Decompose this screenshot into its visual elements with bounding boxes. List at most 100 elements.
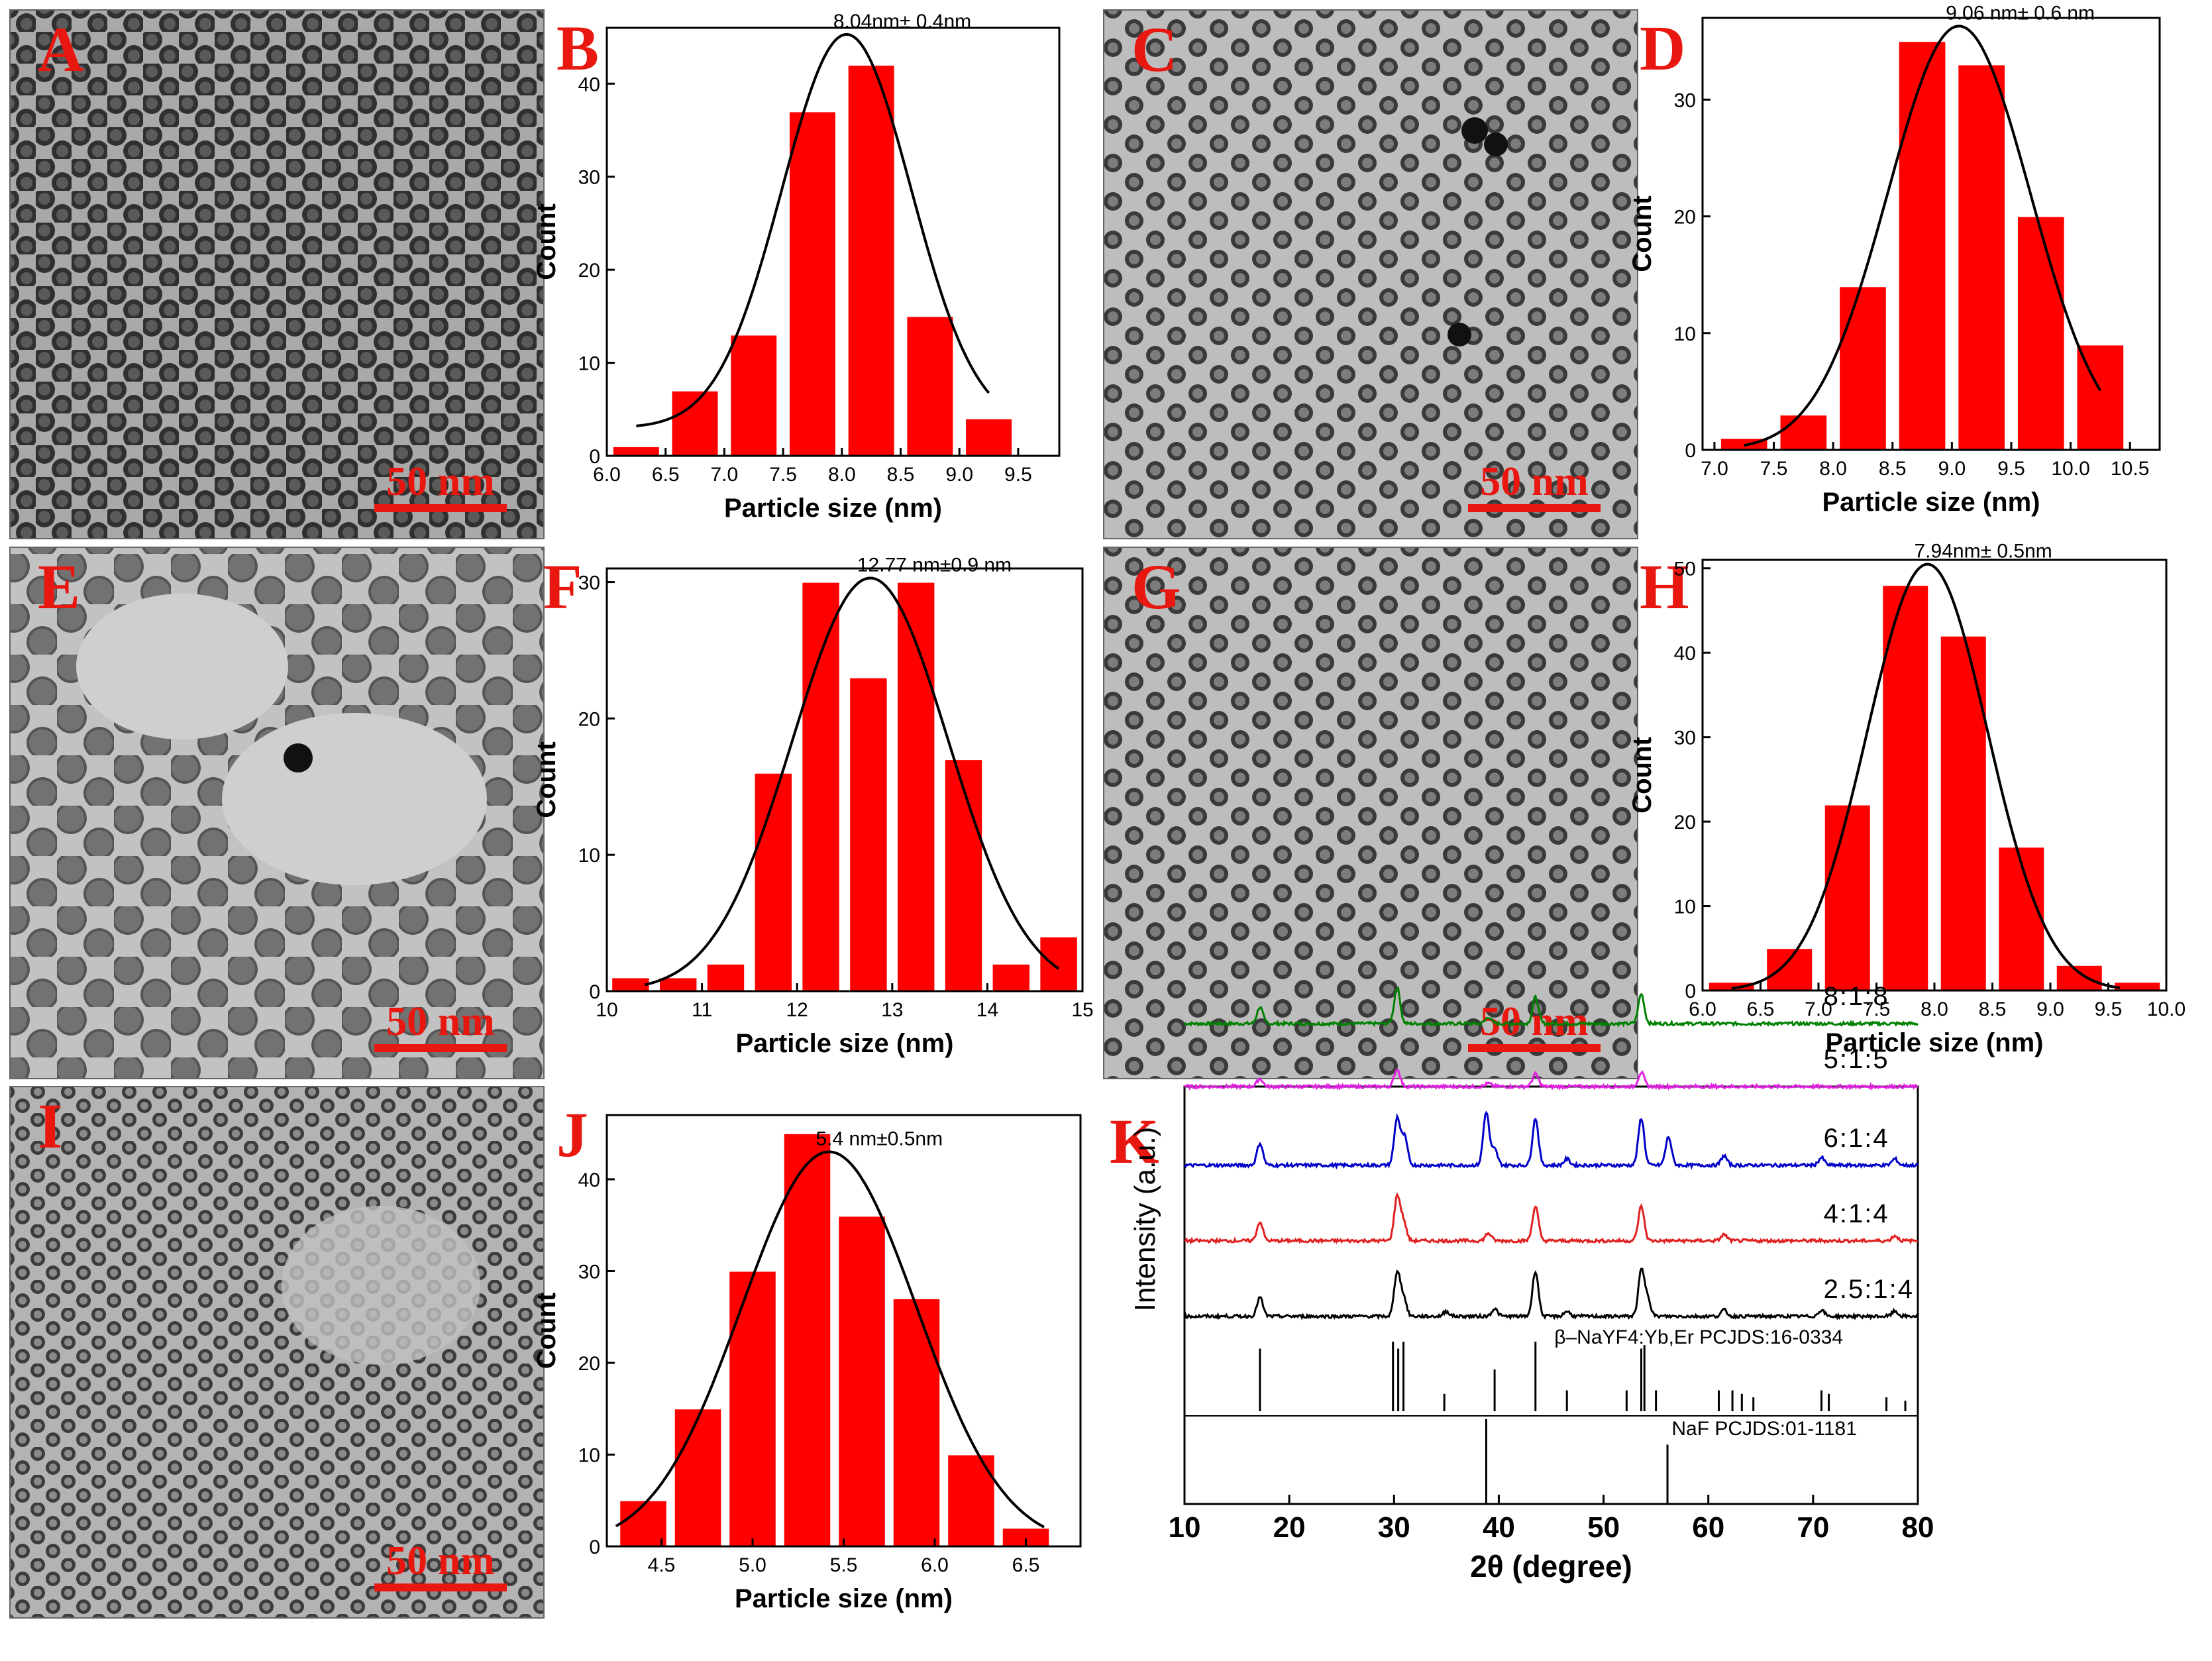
- series-label: 5:1:5: [1824, 1045, 1889, 1074]
- fit-annotation-b: 8.04nm± 0.4nm: [833, 11, 971, 32]
- x-axis-title-j: Particle size (nm): [735, 1584, 953, 1613]
- y-axis-title-b: Count: [532, 203, 561, 280]
- bar-h-1: [1765, 947, 1814, 992]
- scale-bar-label-e: 50 nm: [386, 999, 495, 1044]
- bar-h-3: [1881, 584, 1930, 991]
- x-axis-title-f: Particle size (nm): [735, 1029, 953, 1058]
- series-label: 8:1:8: [1824, 982, 1889, 1011]
- x-tick-label-b: 7.0: [711, 464, 739, 486]
- x-tick-label-h: 7.0: [1805, 998, 1832, 1020]
- x-tick-label-j: 5.5: [830, 1554, 858, 1576]
- bar-f-4: [801, 581, 841, 992]
- scale-bar-label-i: 50 nm: [386, 1538, 495, 1583]
- tem-image-g: [1103, 547, 1638, 1079]
- histogram-h: H 6.0 6.5 7.0 7.5 8.0 8.5 9.0 9.5 10.0 0 10 20 30 40 50…: [1628, 540, 2186, 1057]
- x-tick-label-d: 7.0: [1701, 458, 1728, 480]
- xrd-series-2-5-1-4: [1183, 1267, 1919, 1320]
- bar-j-4: [837, 1215, 886, 1547]
- bar-b-2: [729, 334, 778, 456]
- x-tick-label-f: 13: [881, 999, 903, 1021]
- plot-frame-h: [1701, 559, 2168, 992]
- x-tick-label-b: 9.5: [1004, 464, 1032, 486]
- y-tick-label-j: 10: [578, 1444, 600, 1466]
- scale-bar-a: [374, 504, 507, 512]
- x-tick-label-h: 8.0: [1921, 998, 1948, 1020]
- scale-bar-g: [1468, 1044, 1601, 1052]
- bar-b-1: [670, 390, 719, 457]
- y-tick-label-b: 10: [578, 353, 600, 375]
- dark-particle: [1448, 323, 1471, 347]
- x-tick-label-h: 9.0: [2036, 998, 2064, 1020]
- panel-letter-d: D: [1640, 13, 1685, 83]
- x-axis-title-b: Particle size (nm): [724, 494, 942, 523]
- y-tick-label-h: 40: [1674, 643, 1696, 665]
- bar-f-6: [896, 581, 936, 992]
- x-tick-label-k: 20: [1273, 1511, 1306, 1544]
- x-tick-label-b: 6.5: [652, 464, 680, 486]
- scale-bar-label-c: 50 nm: [1480, 459, 1589, 504]
- bar-b-5: [906, 315, 955, 457]
- panel-letter-a: A: [38, 14, 83, 85]
- x-tick-label-b: 6.0: [593, 464, 621, 486]
- x-tick-label-d: 9.0: [1938, 458, 1966, 480]
- x-tick-label-b: 9.0: [945, 464, 973, 486]
- y-tick-label-h: 10: [1674, 896, 1696, 918]
- tem-panel-a: A 50 nm: [9, 9, 545, 539]
- histogram-j: J 4.5 5.0 5.5 6.0 6.5 0 10 20 30 40 Particle size (…: [532, 1099, 1082, 1613]
- y-tick-label-j: 30: [578, 1261, 600, 1283]
- tem-panel-g: G50 nm: [1103, 547, 1638, 1079]
- x-tick-label-b: 8.5: [887, 464, 915, 486]
- bar-d-3: [1897, 40, 1947, 451]
- plot-frame-b: [606, 27, 1061, 457]
- xrd-series-5-1-5: [1184, 1069, 1919, 1091]
- xrd-chart-k: Kβ–NaYF4:Yb,Er PCJDS:16-0334 NaF PCJDS:01…: [1110, 982, 1934, 1583]
- fit-curve-d: [1744, 25, 2102, 447]
- x-tick-label-d: 10.0: [2051, 458, 2089, 480]
- fit-curve-j: [615, 1150, 1045, 1528]
- plot-frame-k: [1183, 1085, 1919, 1505]
- x-tick-label-j: 6.5: [1012, 1554, 1040, 1576]
- panel-letter-h: H: [1640, 551, 1689, 622]
- tem-image-i: [9, 1086, 545, 1619]
- x-tick-label-h: 8.5: [1979, 998, 2007, 1020]
- bar-j-5: [892, 1298, 941, 1547]
- y-tick-label-f: 20: [578, 708, 600, 730]
- y-axis-title-f: Count: [532, 741, 561, 818]
- scale-bar-c: [1468, 504, 1601, 512]
- bar-h-7: [2113, 981, 2162, 991]
- xrd-series-4-1-4: [1184, 1192, 1919, 1245]
- fit-annotation-j: 5.4 nm±0.5nm: [816, 1128, 943, 1150]
- bar-j-3: [782, 1132, 832, 1547]
- y-tick-label-d: 20: [1674, 207, 1696, 229]
- plot-frame-d: [1701, 17, 2161, 451]
- y-tick-label-j: 40: [578, 1169, 600, 1191]
- y-tick-label-d: 0: [1685, 440, 1696, 462]
- bar-f-5: [849, 676, 888, 992]
- tem-panel-e: E 50 nm: [9, 547, 545, 1079]
- y-tick-label-b: 20: [578, 260, 600, 282]
- y-tick-label-d: 10: [1674, 323, 1696, 345]
- x-tick-label-k: 40: [1483, 1511, 1515, 1544]
- y-tick-label-b: 40: [578, 74, 600, 95]
- y-axis-title-h: Count: [1628, 737, 1657, 814]
- series-label: 2.5:1:4: [1824, 1275, 1914, 1304]
- panel-letter-b: B: [556, 13, 599, 83]
- y-tick-label-b: 30: [578, 167, 600, 189]
- y-axis-title-d: Count: [1628, 195, 1657, 272]
- bar-d-5: [2016, 215, 2066, 451]
- x-tick-label-j: 4.5: [648, 1554, 676, 1576]
- fit-annotation-f: 12.77 nm±0.9 nm: [857, 554, 1012, 576]
- empty-region: [222, 713, 487, 885]
- bar-h-6: [2055, 964, 2103, 991]
- x-tick-label-k: 80: [1902, 1511, 1934, 1544]
- x-tick-label-h: 9.5: [2095, 998, 2123, 1020]
- x-tick-label-k: 10: [1169, 1511, 1201, 1544]
- panel-letter-f: F: [543, 551, 582, 622]
- bar-d-1: [1779, 414, 1828, 451]
- histogram-b: B 6.0 6.5 7.0 7.5 8.0 8.5 9.0 9.5 0 10 20 30 40 Partic…: [532, 11, 1061, 523]
- bar-h-2: [1823, 804, 1871, 991]
- bar-b-4: [847, 64, 896, 457]
- bar-f-7: [943, 759, 984, 992]
- y-tick-label-h: 50: [1674, 559, 1696, 580]
